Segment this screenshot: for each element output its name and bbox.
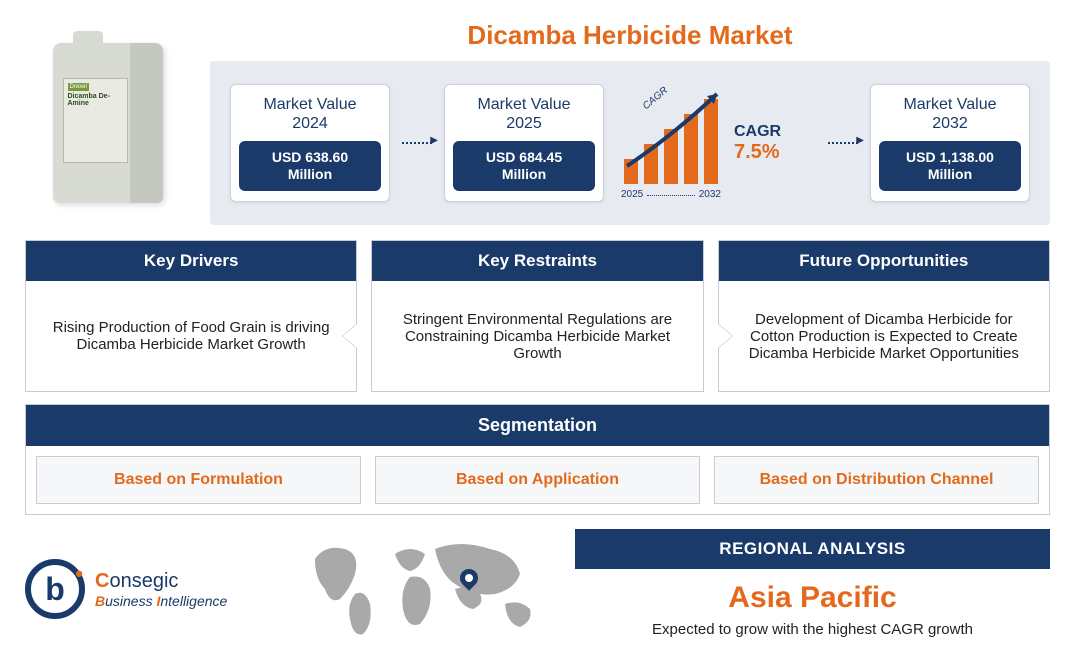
card-head: Market Value 2025 <box>453 95 595 133</box>
world-map-icon <box>295 529 555 649</box>
chart-bar <box>684 114 698 184</box>
regional-region: Asia Pacific <box>585 581 1040 615</box>
cagr-text: CAGR 7.5% <box>734 123 781 164</box>
factor-head: Future Opportunities <box>719 241 1049 281</box>
logo-line1: Consegic <box>95 570 227 593</box>
cagr-block: CAGR 2025 2032 <box>616 88 816 198</box>
factor-body: Development of Dicamba Herbicide for Cot… <box>719 281 1049 391</box>
factor-head: Key Drivers <box>26 241 356 281</box>
regional-body: Asia Pacific Expected to grow with the h… <box>575 569 1050 644</box>
bottom-row: b Consegic Business Intelligence REG <box>25 529 1050 649</box>
market-value-card-2032: Market Value 2032 USD 1,138.00 Million <box>870 84 1030 202</box>
segmentation-row: Based on Formulation Based on Applicatio… <box>26 446 1049 514</box>
logo-line2: Business Intelligence <box>95 593 227 609</box>
logo-text: Consegic Business Intelligence <box>95 570 227 609</box>
market-panel: Dicamba Herbicide Market Market Value 20… <box>210 20 1050 225</box>
segmentation-head: Segmentation <box>26 405 1049 446</box>
chart-bar <box>624 159 638 184</box>
market-title: Dicamba Herbicide Market <box>210 20 1050 51</box>
cagr-percent: 7.5% <box>734 141 781 164</box>
factor-card-drivers: Key Drivers Rising Production of Food Gr… <box>25 240 357 392</box>
product-label: Drexel Dicamba De-Amine <box>63 78 128 163</box>
market-value-card-2024: Market Value 2024 USD 638.60 Million <box>230 84 390 202</box>
connector-dots <box>402 142 432 144</box>
card-value-pill: USD 1,138.00 Million <box>879 141 1021 191</box>
regional-head: REGIONAL ANALYSIS <box>575 529 1050 569</box>
segmentation-block: Segmentation Based on Formulation Based … <box>25 404 1050 515</box>
factors-row: Key Drivers Rising Production of Food Gr… <box>25 240 1050 392</box>
card-value-pill: USD 684.45 Million <box>453 141 595 191</box>
chart-axis-years: 2025 2032 <box>621 189 721 200</box>
product-jug: Drexel Dicamba De-Amine <box>53 43 163 203</box>
card-head: Market Value 2032 <box>879 95 1021 133</box>
segmentation-item-formulation: Based on Formulation <box>36 456 361 504</box>
chart-bar <box>704 99 718 184</box>
cagr-chart: CAGR 2025 2032 <box>616 88 726 198</box>
chart-bar <box>664 129 678 184</box>
factor-head: Key Restraints <box>372 241 702 281</box>
cagr-label: CAGR <box>734 123 781 141</box>
logo-block: b Consegic Business Intelligence <box>25 529 275 649</box>
market-value-strip: Market Value 2024 USD 638.60 Million Mar… <box>210 61 1050 225</box>
logo-mark-icon: b <box>25 559 85 619</box>
product-name: Dicamba De-Amine <box>68 93 123 107</box>
factor-body: Rising Production of Food Grain is drivi… <box>26 281 356 391</box>
product-image: Drexel Dicamba De-Amine <box>25 20 190 225</box>
regional-analysis: REGIONAL ANALYSIS Asia Pacific Expected … <box>575 529 1050 649</box>
regional-subtitle: Expected to grow with the highest CAGR g… <box>585 621 1040 638</box>
segmentation-item-distribution: Based on Distribution Channel <box>714 456 1039 504</box>
cagr-chart-label: CAGR <box>641 85 670 112</box>
card-head: Market Value 2024 <box>239 95 381 133</box>
top-row: Drexel Dicamba De-Amine Dicamba Herbicid… <box>25 20 1050 225</box>
connector-dots <box>828 142 858 144</box>
factor-card-opportunities: Future Opportunities Development of Dica… <box>718 240 1050 392</box>
market-value-card-2025: Market Value 2025 USD 684.45 Million <box>444 84 604 202</box>
segmentation-item-application: Based on Application <box>375 456 700 504</box>
product-brand: Drexel <box>68 83 89 91</box>
card-value-pill: USD 638.60 Million <box>239 141 381 191</box>
factor-card-restraints: Key Restraints Stringent Environmental R… <box>371 240 703 392</box>
factor-body: Stringent Environmental Regulations are … <box>372 281 702 391</box>
chart-bar <box>644 144 658 184</box>
